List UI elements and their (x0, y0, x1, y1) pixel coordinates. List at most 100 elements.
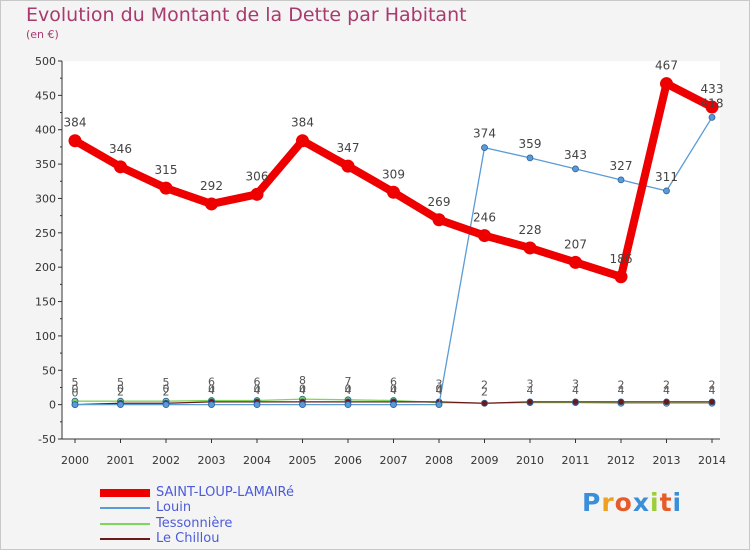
series-point-0 (705, 100, 719, 114)
legend-swatch (100, 538, 150, 541)
legend-swatch (100, 507, 150, 510)
x-tick-label: 2009 (471, 454, 499, 467)
x-tick-label: 2010 (516, 454, 544, 467)
y-tick-label: -50 (38, 433, 56, 446)
legend-label: Le Chillou (156, 531, 220, 547)
data-label-2: 2 (481, 378, 488, 391)
series-point-0 (159, 181, 173, 195)
x-tick-label: 2007 (380, 454, 408, 467)
series-point-1 (663, 187, 670, 195)
data-label-0: 246 (473, 211, 496, 225)
data-label-2: 5 (163, 376, 170, 389)
data-label-0: 292 (200, 179, 223, 193)
chart-legend: SAINT-LOUP-LAMAIRé Louin Tessonnière Le Chi… (100, 485, 294, 547)
series-point-0 (114, 160, 127, 174)
x-tick-label: 2005 (289, 454, 317, 467)
data-label-2: 5 (72, 376, 79, 389)
logo-letter: r (601, 488, 615, 517)
series-point-1 (572, 165, 579, 173)
x-tick-label: 2004 (243, 454, 271, 467)
legend-item: Le Chillou (100, 532, 294, 548)
series-point-1 (526, 154, 534, 162)
y-tick-label: 100 (35, 330, 56, 343)
series-point-0 (523, 241, 537, 255)
series-point-0 (387, 185, 400, 199)
logo-letter: x (632, 488, 650, 517)
data-label-3: 0 (72, 387, 79, 400)
y-tick-label: 500 (35, 55, 56, 68)
data-label-3: 2 (163, 385, 170, 398)
data-label-3: 2 (481, 385, 488, 398)
data-label-1: 327 (610, 159, 633, 173)
legend-item: Louin (100, 501, 294, 517)
legend-swatch (100, 522, 150, 525)
data-label-0: 384 (291, 116, 314, 130)
data-label-2: 7 (345, 375, 352, 388)
x-tick-label: 2006 (334, 454, 362, 467)
legend-swatch (100, 488, 150, 497)
data-label-0: 186 (610, 252, 633, 266)
data-label-2: 3 (436, 378, 443, 391)
data-label-3: 4 (527, 384, 534, 397)
logo-letter: i (650, 488, 660, 517)
series-point-3 (481, 399, 488, 407)
data-label-1: 343 (564, 148, 587, 162)
data-label-1: 0 (117, 383, 124, 396)
data-label-0: 228 (519, 223, 542, 237)
plot-area (62, 61, 720, 439)
data-label-2: 6 (208, 376, 215, 389)
y-tick-label: 200 (35, 261, 56, 274)
y-tick-label: 300 (35, 192, 56, 205)
x-tick-label: 2000 (61, 454, 89, 467)
data-label-3: 4 (390, 384, 397, 397)
series-point-1 (344, 401, 352, 409)
series-point-0 (250, 187, 264, 201)
data-label-0: 347 (337, 141, 360, 155)
data-label-0: 346 (109, 142, 132, 156)
data-label-0: 467 (655, 59, 678, 73)
data-label-3: 2 (117, 385, 124, 398)
data-label-1: 0 (390, 383, 397, 396)
x-tick-label: 2002 (152, 454, 180, 467)
x-tick-label: 2003 (198, 454, 226, 467)
data-label-3: 4 (254, 384, 261, 397)
data-label-1: 0 (254, 383, 261, 396)
data-label-0: 269 (428, 195, 451, 209)
series-point-3 (617, 398, 625, 406)
series-point-0 (68, 134, 82, 148)
data-label-1: 0 (72, 383, 79, 396)
data-label-2: 2 (618, 378, 625, 391)
x-tick-label: 2011 (562, 454, 590, 467)
data-label-2: 5 (117, 376, 124, 389)
series-point-1 (253, 401, 261, 409)
logo-letter: o (614, 488, 633, 517)
y-tick-label: 0 (49, 399, 56, 412)
y-tick-label: 450 (35, 89, 56, 102)
series-point-1 (162, 401, 170, 409)
x-tick-label: 2001 (107, 454, 135, 467)
series-point-0 (432, 213, 446, 227)
chart-title: Evolution du Montant de la Dette par Hab… (26, 4, 467, 26)
x-tick-label: 2014 (698, 454, 726, 467)
series-point-0 (205, 197, 218, 211)
data-label-3: 4 (572, 384, 579, 397)
data-label-2: 6 (390, 376, 397, 389)
data-label-2: 3 (527, 378, 534, 391)
y-tick-label: 50 (42, 364, 56, 377)
data-label-1: 374 (473, 127, 496, 141)
legend-label: Tessonnière (156, 515, 233, 531)
series-point-1 (208, 401, 215, 409)
series-point-1 (71, 401, 79, 409)
data-label-3: 4 (436, 384, 443, 397)
data-label-0: 384 (64, 116, 87, 130)
chart-unit-label: (en €) (26, 28, 59, 41)
series-point-0 (341, 159, 355, 173)
x-tick-label: 2008 (425, 454, 453, 467)
legend-item: Tessonnière (100, 516, 294, 532)
x-tick-label: 2013 (653, 454, 681, 467)
data-label-0: 433 (701, 82, 724, 96)
y-tick-label: 350 (35, 158, 56, 171)
data-label-1: 0 (345, 383, 352, 396)
series-point-3 (663, 398, 670, 406)
